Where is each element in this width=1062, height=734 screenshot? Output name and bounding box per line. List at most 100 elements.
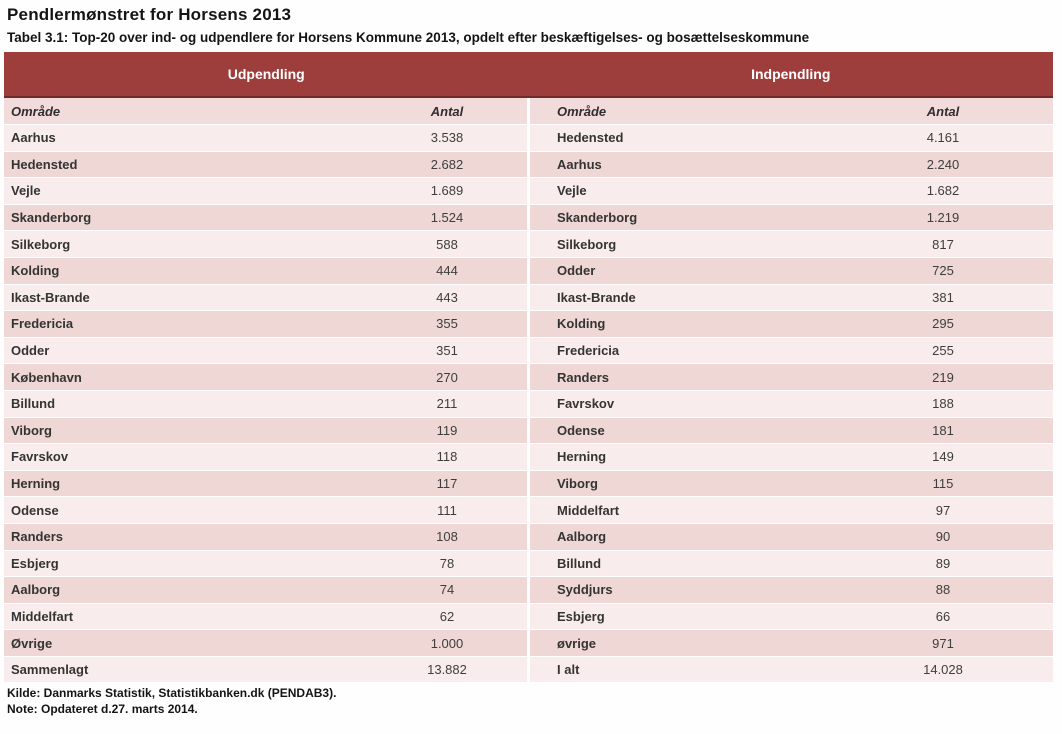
area-cell: Vejle [557, 183, 587, 199]
indpendling-cells: Silkeborg 817 [527, 231, 1053, 257]
count-cell: 2.240 [926, 156, 960, 172]
udpendling-cells: Randers 108 [4, 524, 527, 550]
table-row: Favrskov 118 Herning 149 [4, 444, 1053, 471]
area-cell: Aalborg [11, 582, 61, 598]
area-cell: Hedensted [557, 130, 624, 146]
indpendling-cells: Ikast-Brande 381 [527, 284, 1053, 311]
area-cell: Silkeborg [11, 236, 71, 252]
table-row: København 270 Randers 219 [4, 364, 1053, 391]
count-cell: 115 [932, 476, 954, 492]
count-cell: 118 [436, 449, 458, 465]
count-cell: 381 [932, 289, 954, 305]
in-count-column-header: Antal [926, 103, 960, 119]
count-cell: 255 [932, 343, 954, 359]
udpendling-cells: Kolding 444 [4, 258, 527, 284]
area-cell: I alt [557, 662, 580, 678]
page-title: Pendlermønstret for Horsens 2013 [7, 5, 292, 24]
count-cell: 117 [436, 476, 458, 492]
udpendling-cells: Hedensted 2.682 [4, 152, 527, 178]
table-row: Randers 108 Aalborg 90 [4, 523, 1053, 551]
count-cell: 351 [436, 343, 458, 359]
count-cell: 1.682 [926, 183, 960, 199]
indpendling-cells: Vejle 1.682 [527, 178, 1053, 204]
count-cell: 181 [932, 422, 954, 438]
area-cell: Silkeborg [557, 236, 617, 252]
count-cell: 355 [436, 316, 458, 332]
table-row: Vejle 1.689 Vejle 1.682 [4, 178, 1053, 205]
count-cell: 270 [436, 369, 458, 385]
indpendling-cells: Skanderborg 1.219 [527, 204, 1053, 231]
area-cell: København [11, 369, 82, 385]
count-cell: 588 [436, 236, 458, 252]
count-cell: 97 [935, 502, 951, 518]
area-cell: Randers [557, 369, 610, 385]
udpendling-cells: Billund 211 [4, 391, 527, 417]
area-cell: Viborg [11, 422, 52, 438]
area-cell: Middelfart [11, 608, 74, 624]
area-cell: Skanderborg [557, 210, 638, 226]
area-cell: Randers [11, 529, 64, 545]
area-cell: Øvrige [11, 635, 53, 651]
table-header-band: Udpendling Indpendling [4, 52, 1053, 98]
table-row: Odense 111 Middelfart 97 [4, 497, 1053, 524]
indpendling-cells: Aalborg 90 [527, 523, 1053, 550]
area-cell: Odense [557, 422, 605, 438]
udpendling-cells: Herning 117 [4, 471, 527, 497]
count-cell: 1.000 [430, 635, 464, 651]
udpendling-cells: Favrskov 118 [4, 444, 527, 470]
area-cell: Kolding [11, 263, 60, 279]
count-cell: 89 [935, 555, 951, 571]
count-cell: 119 [436, 422, 458, 438]
udpendling-column-headers: Område Antal [4, 98, 527, 124]
indpendling-cells: Middelfart 97 [527, 497, 1053, 523]
udpendling-cells: Aalborg 74 [4, 577, 527, 603]
count-cell: 90 [935, 529, 951, 545]
count-cell: 4.161 [926, 130, 960, 146]
table-row: Viborg 119 Odense 181 [4, 417, 1053, 445]
udpendling-header: Udpendling [227, 66, 305, 82]
count-cell: 108 [436, 529, 458, 545]
area-cell: Odder [11, 343, 50, 359]
area-cell: Fredericia [11, 316, 74, 332]
udpendling-cells: Sammenlagt 13.882 [4, 657, 527, 683]
indpendling-cells: Viborg 115 [527, 470, 1053, 497]
area-cell: Skanderborg [11, 210, 92, 226]
indpendling-cells: Kolding 295 [527, 311, 1053, 337]
area-cell: Billund [557, 555, 602, 571]
area-cell: Herning [557, 449, 607, 465]
udpendling-cells: København 270 [4, 364, 527, 390]
udpendling-cells: Øvrige 1.000 [4, 630, 527, 656]
table-row: Billund 211 Favrskov 188 [4, 390, 1053, 418]
area-cell: Aalborg [557, 529, 607, 545]
area-cell: Esbjerg [11, 555, 59, 571]
count-cell: 13.882 [427, 662, 467, 678]
area-cell: Hedensted [11, 156, 78, 172]
update-note: Note: Opdateret d.27. marts 2014. [7, 702, 198, 717]
area-cell: Esbjerg [557, 608, 605, 624]
count-cell: 971 [932, 635, 954, 651]
table-row: Øvrige 1.000 øvrige 971 [4, 630, 1053, 657]
udpendling-cells: Esbjerg 78 [4, 551, 527, 577]
count-cell: 62 [439, 608, 455, 624]
udpendling-cells: Viborg 119 [4, 418, 527, 444]
count-cell: 443 [436, 289, 458, 305]
count-cell: 444 [436, 263, 458, 279]
count-cell: 78 [439, 555, 455, 571]
indpendling-column-headers: Område Antal [527, 98, 1053, 124]
indpendling-cells: Herning 149 [527, 444, 1053, 470]
count-cell: 295 [932, 316, 954, 332]
udpendling-cells: Odense 111 [4, 497, 527, 523]
area-cell: Favrskov [557, 396, 615, 412]
count-cell: 188 [932, 396, 954, 412]
count-cell: 74 [439, 582, 455, 598]
table-body: Aarhus 3.538 Hedensted 4.161 Hedensted 2.682 A… [4, 125, 1053, 684]
area-cell: Viborg [557, 476, 598, 492]
table-row: Herning 117 Viborg 115 [4, 470, 1053, 498]
udpendling-cells: Ikast-Brande 443 [4, 285, 527, 311]
count-cell: 1.219 [926, 210, 960, 226]
indpendling-cells: Randers 219 [527, 364, 1053, 390]
source-note: Kilde: Danmarks Statistik, Statistikbank… [7, 686, 337, 701]
area-cell: Herning [11, 476, 61, 492]
area-cell: Ikast-Brande [557, 289, 636, 305]
